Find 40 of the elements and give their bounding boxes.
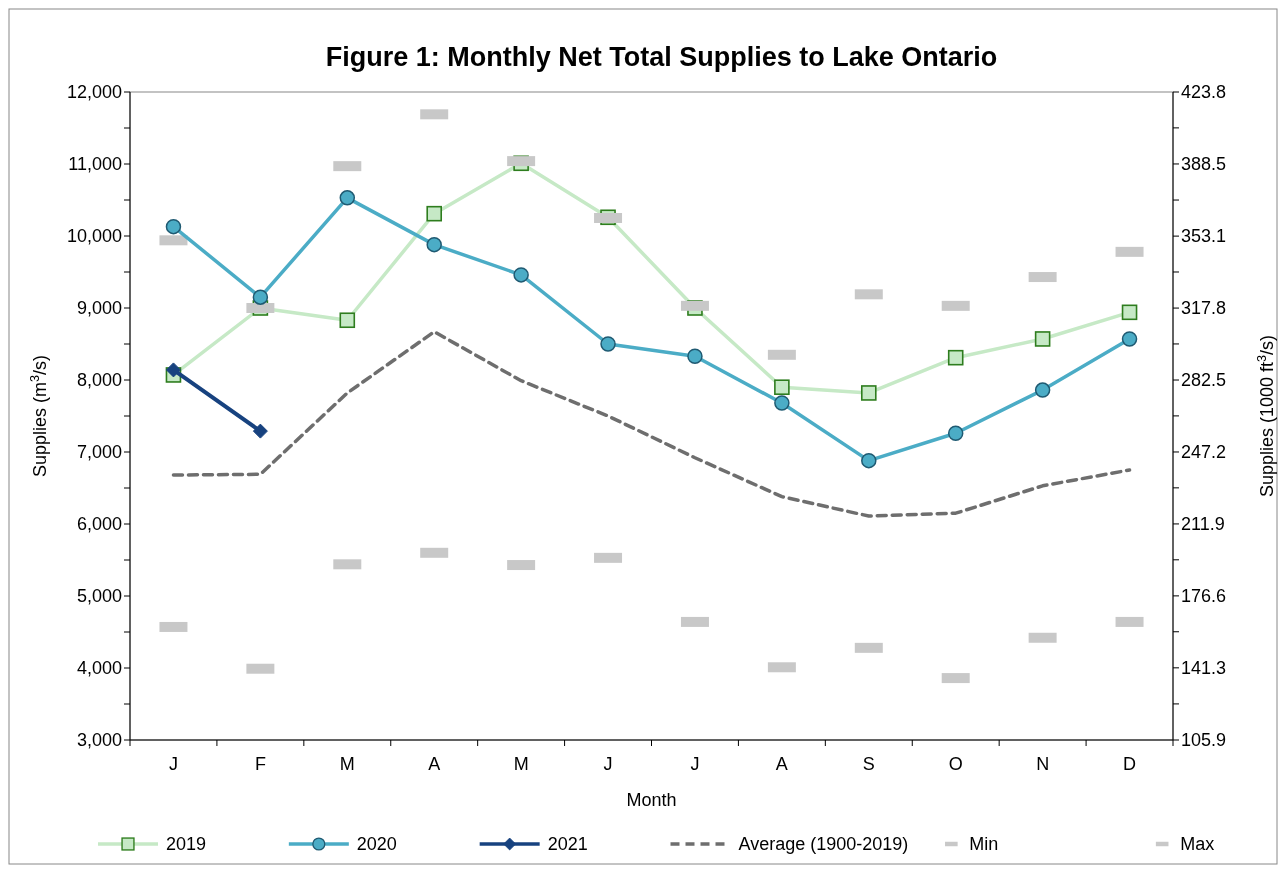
x-tick-label: F xyxy=(254,754,266,774)
y-tick-label: 12,000 xyxy=(66,82,122,102)
x-tick-label: D xyxy=(1123,754,1137,774)
x-tick-label: S xyxy=(862,754,875,774)
y2-tick-label: 317.8 xyxy=(1181,298,1227,319)
y-tick-label: 8,000 xyxy=(76,370,122,390)
y-tick-label: 5,000 xyxy=(76,586,122,606)
y-tick-label: 7,000 xyxy=(76,442,122,462)
legend-label: Average (1900-2019) xyxy=(738,834,909,854)
x-tick-label: N xyxy=(1036,754,1050,774)
x-tick-label: M xyxy=(513,754,529,774)
y2-tick-label: 282.5 xyxy=(1181,370,1227,391)
x-tick-label: M xyxy=(339,754,355,774)
x-tick-label: J xyxy=(603,754,613,774)
x-tick-label: A xyxy=(428,754,441,774)
x-tick-label: A xyxy=(775,754,788,774)
legend-label: Max xyxy=(1180,834,1215,854)
y-tick-label: 11,000 xyxy=(68,154,122,174)
legend-label: 2021 xyxy=(547,834,588,854)
y-tick-label: 3,000 xyxy=(76,730,122,750)
legend-label: Min xyxy=(969,834,999,854)
y2-tick-label: 176.6 xyxy=(1181,585,1227,606)
y2-tick-label: 423.8 xyxy=(1181,82,1227,102)
y2-tick-label: 353.1 xyxy=(1181,226,1227,247)
y-tick-label: 6,000 xyxy=(76,514,122,534)
y2-tick-label: 105.9 xyxy=(1181,730,1227,750)
y-tick-label: 10,000 xyxy=(66,226,122,246)
y-tick-label: 4,000 xyxy=(76,658,122,678)
y-tick-label: 9,000 xyxy=(76,298,122,318)
x-axis-title: Month xyxy=(626,790,677,810)
x-tick-label: J xyxy=(168,754,178,774)
x-tick-label: J xyxy=(690,754,700,774)
y2-tick-label: 388.5 xyxy=(1181,153,1227,174)
legend-label: 2020 xyxy=(356,834,397,854)
x-tick-label: O xyxy=(948,754,963,774)
y2-tick-label: 211.9 xyxy=(1181,513,1225,534)
y2-tick-label: 247.2 xyxy=(1181,441,1227,462)
y2-tick-label: 141.3 xyxy=(1181,657,1227,678)
legend-label: 2019 xyxy=(166,834,207,854)
chart-title: Figure 1: Monthly Net Total Supplies to Lake Ontario xyxy=(325,42,998,72)
